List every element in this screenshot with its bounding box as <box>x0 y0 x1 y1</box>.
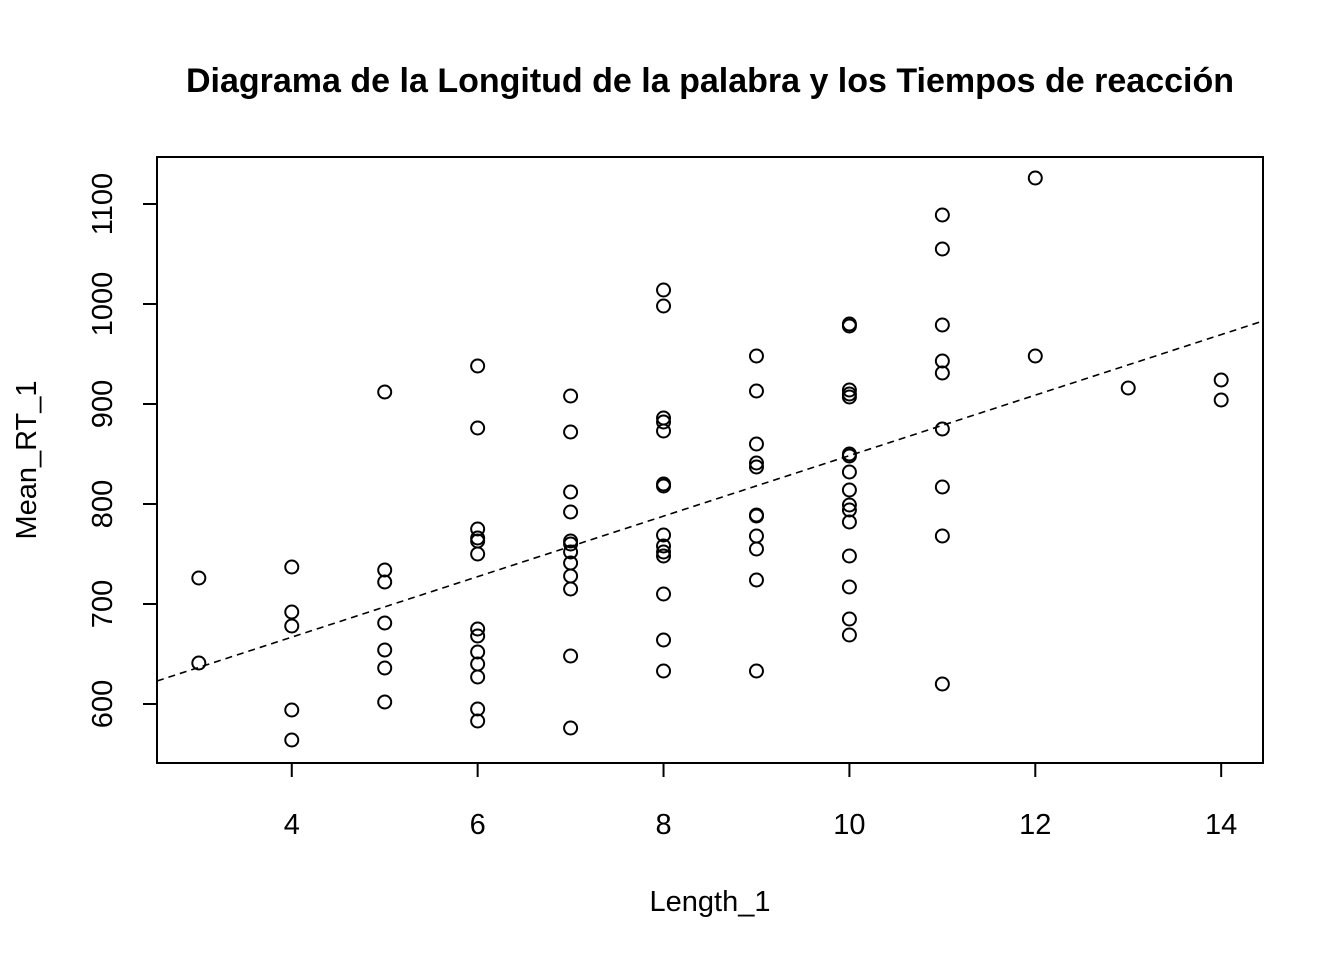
data-point <box>656 298 672 314</box>
y-tick-label: 800 <box>87 480 119 528</box>
y-tick-label: 1000 <box>87 272 119 337</box>
data-point <box>377 642 393 658</box>
data-point <box>563 536 579 552</box>
data-point <box>841 497 857 513</box>
data-point <box>748 572 764 588</box>
data-point <box>1120 380 1136 396</box>
x-tick-label: 10 <box>833 809 865 841</box>
data-point <box>656 478 672 494</box>
data-point <box>841 382 857 398</box>
data-point <box>748 663 764 679</box>
data-point <box>656 414 672 430</box>
x-tick-label: 6 <box>470 809 486 841</box>
data-point <box>841 579 857 595</box>
data-point <box>470 713 486 729</box>
regression-line <box>156 320 1264 682</box>
data-point <box>377 615 393 631</box>
data-point <box>934 317 950 333</box>
data-point <box>656 586 672 602</box>
plot-frame <box>156 156 1264 764</box>
data-point <box>563 504 579 520</box>
data-point <box>563 424 579 440</box>
data-point <box>841 514 857 530</box>
data-point <box>934 676 950 692</box>
data-point <box>1213 372 1229 388</box>
data-point <box>470 669 486 685</box>
y-tick-label: 600 <box>87 680 119 728</box>
data-point <box>563 388 579 404</box>
data-point <box>563 581 579 597</box>
data-point <box>470 358 486 374</box>
data-point <box>563 544 579 560</box>
data-point <box>748 528 764 544</box>
y-tick-label: 1100 <box>87 173 119 235</box>
data-point <box>656 423 672 439</box>
data-point <box>748 541 764 557</box>
data-point <box>656 544 672 560</box>
data-point <box>656 663 672 679</box>
data-point <box>841 318 857 334</box>
data-point <box>656 527 672 543</box>
data-point <box>563 484 579 500</box>
data-point <box>841 464 857 480</box>
data-point <box>1027 170 1043 186</box>
data-point <box>284 559 300 575</box>
y-axis-label: Mean_RT_1 <box>11 380 43 539</box>
data-point <box>841 548 857 564</box>
data-point <box>563 648 579 664</box>
data-points <box>191 170 1229 748</box>
data-point <box>284 618 300 634</box>
data-point <box>841 627 857 643</box>
data-point <box>748 348 764 364</box>
data-point <box>748 436 764 452</box>
data-point <box>284 732 300 748</box>
data-point <box>1213 392 1229 408</box>
data-point <box>748 508 764 524</box>
x-axis-label: Length_1 <box>650 886 771 918</box>
data-point <box>377 574 393 590</box>
data-point <box>470 621 486 637</box>
data-point <box>377 660 393 676</box>
data-point <box>656 282 672 298</box>
data-point <box>470 530 486 546</box>
data-point <box>748 455 764 471</box>
data-point <box>470 546 486 562</box>
data-point <box>284 702 300 718</box>
x-tick-label: 14 <box>1205 809 1237 841</box>
data-point <box>191 655 207 671</box>
data-point <box>841 448 857 464</box>
data-point <box>748 459 764 475</box>
x-tick-label: 8 <box>655 809 671 841</box>
data-point <box>934 528 950 544</box>
data-point <box>191 570 207 586</box>
data-point <box>377 384 393 400</box>
data-point <box>563 720 579 736</box>
data-point <box>470 420 486 436</box>
data-point <box>841 389 857 405</box>
data-point <box>656 538 672 554</box>
data-point <box>748 383 764 399</box>
data-point <box>563 568 579 584</box>
data-point <box>377 694 393 710</box>
data-point <box>656 632 672 648</box>
x-axis: 4 6 8 10 12 14 <box>284 762 1237 841</box>
y-tick-label: 900 <box>87 380 119 428</box>
x-tick-label: 4 <box>284 809 300 841</box>
data-point <box>656 548 672 564</box>
chart-title: Diagrama de la Longitud de la palabra y … <box>186 62 1234 100</box>
data-point <box>934 421 950 437</box>
data-point <box>934 479 950 495</box>
x-tick-label: 12 <box>1019 809 1051 841</box>
data-point <box>284 604 300 620</box>
data-point <box>841 611 857 627</box>
data-point <box>934 207 950 223</box>
data-point <box>470 628 486 644</box>
data-point <box>934 241 950 257</box>
data-point <box>934 365 950 381</box>
data-point <box>841 482 857 498</box>
y-tick-label: 700 <box>87 580 119 628</box>
y-axis: 600 700 800 900 1000 1100 <box>87 173 158 728</box>
data-point <box>1027 348 1043 364</box>
